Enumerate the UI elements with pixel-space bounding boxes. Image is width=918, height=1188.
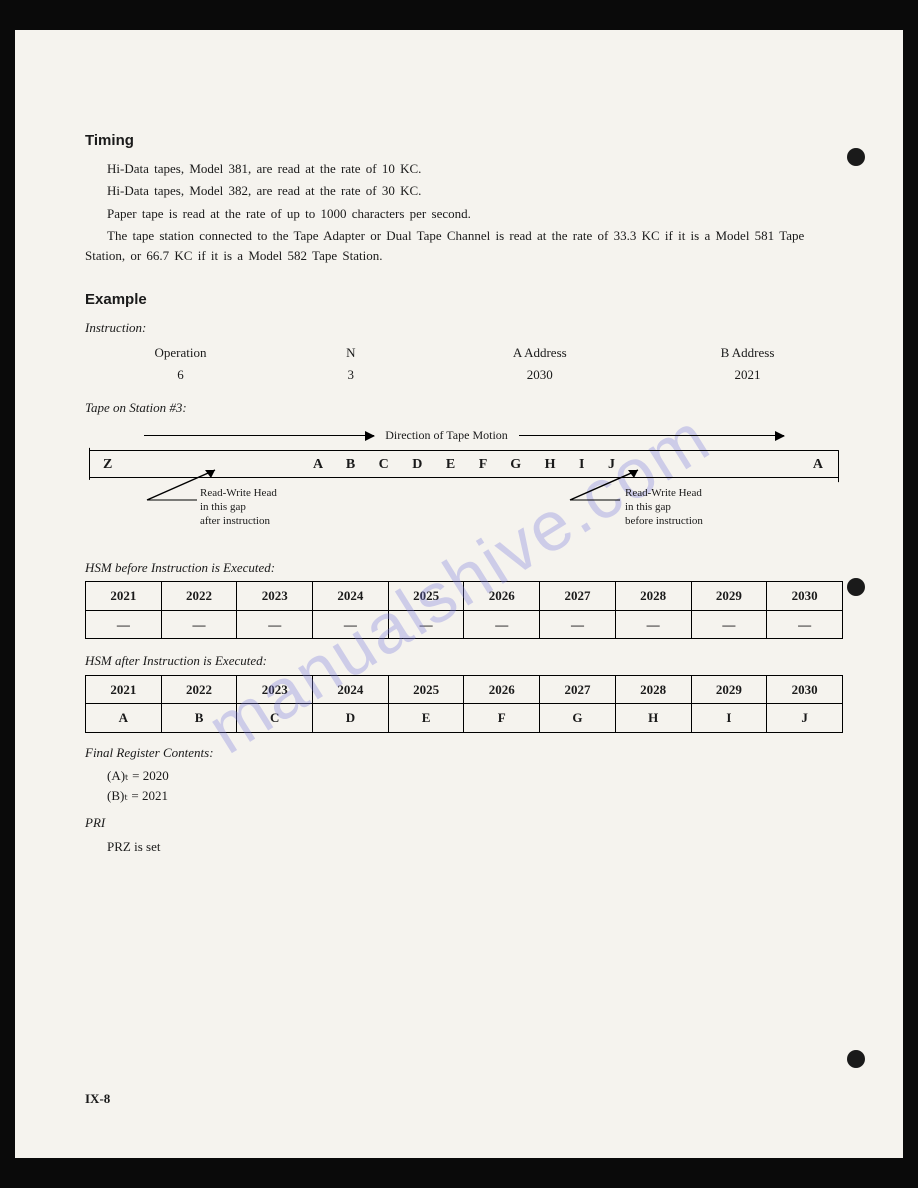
cell: 2029: [691, 675, 767, 704]
col-b-val: 2021: [734, 367, 760, 382]
punch-hole: [847, 1050, 865, 1068]
col-op-label: Operation: [155, 345, 207, 360]
hsm-before-label: HSM before Instruction is Executed:: [85, 558, 843, 578]
cell: 2024: [313, 675, 389, 704]
page-footer: IX-8: [85, 1089, 110, 1109]
cell: 2028: [615, 582, 691, 611]
cell: 2023: [237, 675, 313, 704]
anno-left-l2: in this gap: [200, 500, 277, 514]
cell: —: [691, 610, 767, 639]
anno-right-l2: in this gap: [625, 500, 703, 514]
cell: 2027: [540, 582, 616, 611]
annotation-left: Read-Write Head in this gap after instru…: [200, 486, 277, 529]
timing-p1: Hi-Data tapes, Model 381, are read at th…: [85, 159, 843, 179]
cell: H: [615, 704, 691, 733]
col-a-label: A Address: [513, 345, 567, 360]
table-row: 2021 2022 2023 2024 2025 2026 2027 2028 …: [86, 582, 843, 611]
cell: A: [86, 704, 162, 733]
cell: —: [540, 610, 616, 639]
cell: —: [313, 610, 389, 639]
tape-a: A: [813, 454, 825, 475]
cell: —: [388, 610, 464, 639]
pri-label: PRI: [85, 813, 843, 833]
timing-p4: The tape station connected to the Tape A…: [85, 226, 843, 265]
cell: 2030: [767, 582, 843, 611]
col-b-label: B Address: [721, 345, 775, 360]
table-row: — — — — — — — — — —: [86, 610, 843, 639]
hsm-after-table: 2021 2022 2023 2024 2025 2026 2027 2028 …: [85, 675, 843, 733]
annotation-right: Read-Write Head in this gap before instr…: [625, 486, 703, 529]
cell: —: [767, 610, 843, 639]
tape-station-label: Tape on Station #3:: [85, 398, 843, 418]
cell: 2026: [464, 582, 540, 611]
cell: I: [691, 704, 767, 733]
cell: 2025: [388, 675, 464, 704]
final-register-label: Final Register Contents:: [85, 743, 843, 763]
final-b: (B)ₜ = 2021: [107, 786, 843, 806]
cell: 2025: [388, 582, 464, 611]
col-a-val: 2030: [527, 367, 553, 382]
tape-diagram: Direction of Tape Motion Z A B C D E F G…: [85, 426, 843, 546]
cell: —: [86, 610, 162, 639]
cell: 2027: [540, 675, 616, 704]
prz-text: PRZ is set: [107, 837, 843, 857]
anno-right-l1: Read-Write Head: [625, 486, 703, 500]
cell: F: [464, 704, 540, 733]
cell: 2024: [313, 582, 389, 611]
cell: —: [615, 610, 691, 639]
punch-hole: [847, 578, 865, 596]
cell: 2029: [691, 582, 767, 611]
motion-label: Direction of Tape Motion: [85, 426, 843, 444]
motion-text: Direction of Tape Motion: [385, 428, 508, 442]
cell: —: [464, 610, 540, 639]
hsm-before-table: 2021 2022 2023 2024 2025 2026 2027 2028 …: [85, 581, 843, 639]
timing-heading: Timing: [85, 130, 843, 153]
anno-left-l1: Read-Write Head: [200, 486, 277, 500]
cell: 2022: [161, 675, 237, 704]
instruction-label: Instruction:: [85, 318, 843, 338]
final-block: Final Register Contents: (A)ₜ = 2020 (B)…: [85, 743, 843, 857]
page: manualshive.com Timing Hi-Data tapes, Mo…: [15, 30, 903, 1158]
cell: 2021: [86, 582, 162, 611]
example-heading: Example: [85, 289, 843, 312]
cell: 2030: [767, 675, 843, 704]
timing-p2: Hi-Data tapes, Model 382, are read at th…: [85, 181, 843, 201]
cell: J: [767, 704, 843, 733]
cell: 2026: [464, 675, 540, 704]
cell: 2028: [615, 675, 691, 704]
tape-z: Z: [103, 454, 114, 475]
col-n-label: N: [346, 345, 355, 360]
cell: 2022: [161, 582, 237, 611]
cell: —: [237, 610, 313, 639]
cell: D: [313, 704, 389, 733]
col-n-val: 3: [348, 367, 355, 382]
anno-left-l3: after instruction: [200, 514, 277, 528]
cell: G: [540, 704, 616, 733]
cell: 2023: [237, 582, 313, 611]
hsm-after-label: HSM after Instruction is Executed:: [85, 651, 843, 671]
punch-hole: [847, 148, 865, 166]
cell: 2021: [86, 675, 162, 704]
final-a: (A)ₜ = 2020: [107, 766, 843, 786]
anno-right-l3: before instruction: [625, 514, 703, 528]
cell: C: [237, 704, 313, 733]
cell: E: [388, 704, 464, 733]
cell: —: [161, 610, 237, 639]
table-row: A B C D E F G H I J: [86, 704, 843, 733]
cell: B: [161, 704, 237, 733]
col-op-val: 6: [177, 367, 184, 382]
table-row: 2021 2022 2023 2024 2025 2026 2027 2028 …: [86, 675, 843, 704]
timing-p3: Paper tape is read at the rate of up to …: [85, 204, 843, 224]
instruction-table: Operation N A Address B Address 6 3 2030…: [85, 341, 843, 386]
